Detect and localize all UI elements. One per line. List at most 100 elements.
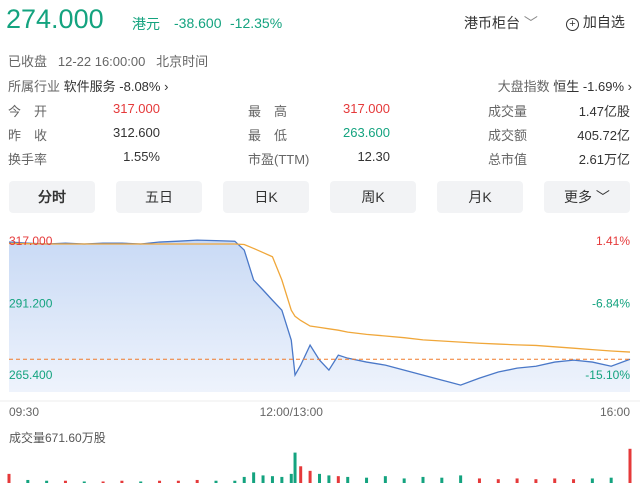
volume-bar <box>299 466 303 483</box>
volume-bar <box>515 478 519 483</box>
industry[interactable]: 所属行业 软件服务 -8.08% › <box>8 79 169 94</box>
index[interactable]: 大盘指数 恒生 -1.69% › <box>497 79 632 94</box>
x-tick-label: 09:30 <box>9 405 39 419</box>
stat-label: 总市值 <box>488 152 528 167</box>
volume-bar <box>628 448 632 483</box>
stat-label: 换手率 <box>8 152 48 167</box>
x-tick-label: 16:00 <box>600 405 630 419</box>
stat-value: 12.30 <box>357 149 390 164</box>
volume-bar <box>477 478 481 483</box>
tab[interactable]: 五日 <box>116 181 202 213</box>
y-tick-label: 317.000 <box>9 234 53 248</box>
stat-value: 1.55% <box>123 149 160 164</box>
volume-bar <box>176 480 180 483</box>
line-average <box>8 242 631 353</box>
stat-label: 今 开 <box>8 104 48 119</box>
volume-bar <box>45 480 49 483</box>
stat-label: 市盈(TTM) <box>248 152 310 167</box>
tab[interactable]: 更多 ﹀ <box>544 181 630 213</box>
stat-value: 312.600 <box>113 125 160 140</box>
industry-label: 所属行业 <box>8 79 61 94</box>
volume-bar <box>318 473 321 483</box>
index-pct: -1.69% <box>582 79 625 94</box>
stat-label: 最 高 <box>248 104 288 119</box>
stat-label: 成交额 <box>488 128 528 143</box>
industry-pct: -8.08% <box>119 79 161 94</box>
status: 已收盘 12-22 16:00:00 北京时间 <box>8 51 208 70</box>
zone: 北京时间 <box>156 54 209 69</box>
stat-value: 263.600 <box>343 125 390 140</box>
volume-bar <box>421 476 425 483</box>
time: 12-22 16:00:00 <box>57 54 146 69</box>
volume-bar <box>82 481 86 483</box>
volume-bar <box>346 476 350 483</box>
volume-bar <box>572 479 576 483</box>
volume-bar <box>63 480 67 483</box>
volume-bar <box>365 477 369 483</box>
tab[interactable]: 月K <box>437 181 523 213</box>
change: -38.600 <box>174 15 222 31</box>
tab[interactable]: 分时 <box>9 181 95 213</box>
y-tick-label: 291.200 <box>9 297 53 311</box>
tab-label[interactable]: 周K <box>361 189 385 205</box>
volume-bar <box>26 479 30 483</box>
volume-bar <box>7 473 11 483</box>
tab[interactable]: 日K <box>223 181 309 213</box>
add-text[interactable]: 加自选 <box>582 14 625 30</box>
volume-bar <box>496 479 500 483</box>
stat-value: 1.47亿股 <box>578 104 630 119</box>
volume-bar <box>158 480 162 483</box>
volume-bar <box>609 477 613 483</box>
volume-bar <box>293 452 297 483</box>
change-pct: -12.35% <box>230 15 283 31</box>
y2-tick-label: -6.84% <box>592 296 630 310</box>
board[interactable]: 港币柜台 <box>464 15 520 31</box>
tab-label[interactable]: 五日 <box>145 189 173 205</box>
tab-label[interactable]: 分时 <box>38 189 66 205</box>
volume-bar <box>270 476 274 483</box>
volume-bar <box>459 475 463 483</box>
volume-bar <box>139 481 143 483</box>
volume-bar <box>120 480 124 483</box>
tab[interactable]: 周K <box>330 181 416 213</box>
volume-bar <box>383 476 387 483</box>
industry-name: 软件服务 <box>63 79 116 94</box>
volume-bar <box>261 475 265 483</box>
price: 274.000 <box>6 4 104 34</box>
volume-bar <box>101 481 105 483</box>
stat-value: 317.000 <box>343 101 390 116</box>
board-select[interactable]: 港币柜台 ﹀ <box>464 15 538 31</box>
currency: 港元 <box>132 16 160 32</box>
stat-value: 405.72亿 <box>577 128 630 143</box>
price-area <box>9 240 630 392</box>
stat-value: 2.61万亿 <box>578 152 630 167</box>
tab-label[interactable]: 更多 <box>564 189 593 205</box>
volume-bar <box>336 476 340 483</box>
volume-bar <box>327 475 331 483</box>
volume-bar <box>289 473 293 483</box>
add-watch[interactable]: + 加自选 <box>566 12 625 32</box>
volume-bar <box>534 479 538 483</box>
volume-bar <box>590 478 594 483</box>
stat-label: 昨 收 <box>8 128 48 143</box>
index-label: 大盘指数 <box>497 79 550 94</box>
stat-value: 317.000 <box>113 101 160 116</box>
volume-label: 成交量671.60万股 <box>9 430 106 445</box>
volume-bar <box>440 477 444 483</box>
tab-label[interactable]: 月K <box>468 189 492 205</box>
stat-label: 成交量 <box>488 104 528 119</box>
x-tick-label: 12:00/13:00 <box>260 405 324 419</box>
volume-bar <box>402 478 406 483</box>
chart: 317.000 291.200 265.400 1.41% -6.84% -15.10% 0… <box>0 234 640 483</box>
volume-bar <box>252 472 256 483</box>
volume-bar <box>553 478 557 483</box>
volume-bar <box>242 476 246 483</box>
volume-bar <box>195 479 199 483</box>
tab-label[interactable]: 日K <box>254 189 278 205</box>
y2-tick-label: -15.10% <box>585 368 630 382</box>
y-tick-label: 265.400 <box>9 368 53 382</box>
volume-bar <box>233 480 237 483</box>
y2-tick-label: 1.41% <box>596 234 630 248</box>
index-name: 恒生 <box>553 79 580 94</box>
